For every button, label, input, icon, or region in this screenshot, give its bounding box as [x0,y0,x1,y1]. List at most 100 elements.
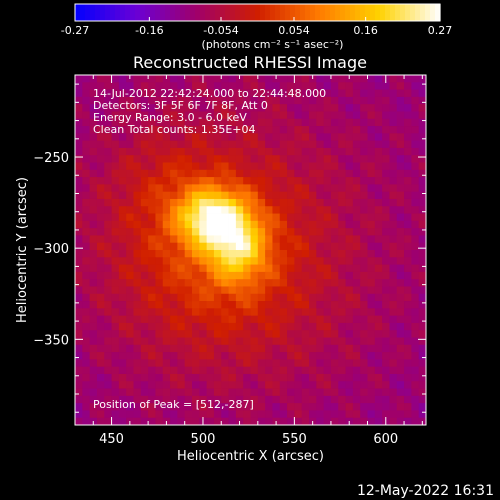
colorbar-cell [145,4,151,21]
colorbar-cell [360,4,366,21]
colorbar-ticks: -0.27 -0.16 -0.054 0.054 0.16 0.27 [61,17,452,37]
colorbar-cell [235,4,241,21]
colorbar-cell [105,4,111,21]
colorbar-cell [325,4,331,21]
colorbar-cell [255,4,261,21]
colorbar: -0.27 -0.16 -0.054 0.054 0.16 0.27 (photons c… [61,3,452,51]
colorbar-cell [305,4,311,21]
colorbar-cell [380,4,386,21]
colorbar-cell [100,4,106,21]
colorbar-cell [420,4,426,21]
x-tick-label: 600 [373,432,398,447]
colorbar-cell [390,4,396,21]
y-tick-label: −300 [33,242,69,257]
colorbar-cell [395,4,401,21]
colorbar-cell [330,4,336,21]
y-tick-label: −250 [33,151,69,166]
colorbar-cell [185,4,191,21]
colorbar-cell [75,4,81,21]
colorbar-cell [405,4,411,21]
colorbar-cell [125,4,131,21]
colorbar-cell [275,4,281,21]
colorbar-cell [335,4,341,21]
chart-title: Reconstructed RHESSI Image [133,53,367,72]
peak-position-label: Position of Peak = [512,-287] [93,398,254,411]
colorbar-cell [175,4,181,21]
colorbar-cell [290,4,296,21]
colorbar-cell [400,4,406,21]
colorbar-cell [190,4,196,21]
colorbar-cell [85,4,91,21]
colorbar-frame [74,3,441,22]
colorbar-cell [365,4,371,21]
info-line: Energy Range: 3.0 - 6.0 keV [93,111,247,124]
colorbar-cell [170,4,176,21]
colorbar-cell [265,4,271,21]
colorbar-unit-label: (photons cm⁻² s⁻¹ asec⁻²) [202,38,344,51]
colorbar-cell [370,4,376,21]
y-axis-label: Heliocentric Y (arcsec) [15,177,30,323]
colorbar-cell [435,4,441,21]
colorbar-cell [320,4,326,21]
colorbar-tick-label: -0.16 [135,24,163,37]
colorbar-cell [160,4,166,21]
colorbar-cell [135,4,141,21]
colorbar-cell [355,4,361,21]
info-line: Detectors: 3F 5F 6F 7F 8F, Att 0 [93,99,268,112]
colorbar-cell [350,4,356,21]
colorbar-cell [215,4,221,21]
colorbar-cell [150,4,156,21]
colorbar-cell [225,4,231,21]
colorbar-cell [195,4,201,21]
colorbar-cell [430,4,436,21]
observation-info: 14-Jul-2012 22:42:24.000 to 22:44:48.000… [93,87,326,136]
colorbar-cell [140,4,146,21]
colorbar-cell [210,4,216,21]
colorbar-cell [155,4,161,21]
colorbar-tick-label: -0.054 [203,24,238,37]
x-tick-label: 450 [99,432,124,447]
colorbar-cell [375,4,381,21]
colorbar-cell [200,4,206,21]
colorbar-tick-label: 0.27 [428,24,453,37]
info-line: 14-Jul-2012 22:42:24.000 to 22:44:48.000 [93,87,326,100]
colorbar-cell [345,4,351,21]
colorbar-cell [220,4,226,21]
colorbar-tick-label: 0.054 [278,24,310,37]
colorbar-cell [80,4,86,21]
x-axis-label: Heliocentric X (arcsec) [177,449,324,464]
colorbar-cell [230,4,236,21]
colorbar-cell [385,4,391,21]
colorbar-cell [110,4,116,21]
x-tick-label: 550 [282,432,307,447]
colorbar-tick-label: 0.16 [353,24,378,37]
x-tick-label: 500 [191,432,216,447]
colorbar-cell [415,4,421,21]
colorbar-cell [315,4,321,21]
colorbar-cell [250,4,256,21]
colorbar-cell [410,4,416,21]
colorbar-cell [180,4,186,21]
colorbar-cell [130,4,136,21]
plot-frame [74,74,427,426]
colorbar-cell [310,4,316,21]
colorbar-cell [245,4,251,21]
colorbar-cell [205,4,211,21]
y-axis: −250 −300 −350 [33,83,426,413]
colorbar-cell [270,4,276,21]
colorbar-cell [295,4,301,21]
date-stamp: 12-May-2022 16:31 [357,483,494,499]
info-line: Clean Total counts: 1.35E+04 [93,123,256,136]
colorbar-cell [90,4,96,21]
x-axis: 450 500 550 600 [92,75,423,447]
colorbar-cell [260,4,266,21]
colorbar-cell [340,4,346,21]
colorbar-cell [240,4,246,21]
colorbar-tick-label: -0.27 [61,24,89,37]
colorbar-cell [280,4,286,21]
colorbar-cell [285,4,291,21]
colorbar-cell [120,4,126,21]
y-tick-label: −350 [33,333,69,348]
colorbar-cell [165,4,171,21]
